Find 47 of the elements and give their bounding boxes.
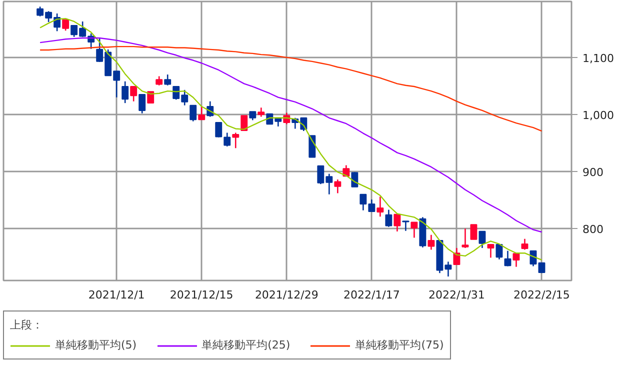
line-series	[39, 37, 542, 233]
candlestick	[428, 234, 435, 250]
candlestick	[198, 106, 206, 120]
candlestick	[156, 76, 163, 86]
candlestick	[453, 247, 460, 266]
candlestick	[62, 19, 70, 32]
candlestick	[224, 132, 231, 148]
y-tick-label: 1,000	[582, 108, 614, 122]
candlestick	[376, 196, 384, 218]
candlestick	[351, 171, 358, 188]
candlestick	[462, 228, 469, 249]
x-tick-label: 2021/12/1	[88, 288, 145, 302]
candlestick	[521, 238, 528, 250]
candlestick	[240, 115, 248, 131]
legend-title: 上段：	[10, 318, 44, 332]
candlestick	[402, 220, 410, 232]
candlestick	[258, 106, 265, 118]
candlestick	[190, 104, 197, 122]
x-tick-label: 2022/2/15	[514, 288, 570, 302]
candlestick	[122, 80, 129, 104]
legend-label: 単純移動平均(75)	[355, 338, 444, 352]
candlestick	[130, 86, 138, 102]
candlestick	[232, 132, 240, 149]
y-tick-label: 1,100	[582, 52, 614, 65]
candlestick	[410, 222, 418, 238]
candlestick	[138, 94, 146, 114]
candlestick	[470, 224, 478, 240]
x-tick-label: 2022/1/31	[428, 288, 485, 302]
candlestick	[487, 244, 494, 258]
candlestick	[147, 91, 154, 104]
line-series	[39, 46, 542, 132]
y-tick-label: 900	[582, 166, 604, 180]
candlestick	[385, 209, 392, 228]
x-tick-label: 2021/12/15	[170, 288, 234, 302]
candlestick	[164, 74, 172, 86]
candlestick	[496, 244, 503, 260]
y-tick-label: 800	[582, 223, 604, 236]
candlestick	[504, 250, 512, 267]
x-tick-label: 2022/1/17	[343, 288, 400, 302]
candlestick	[334, 178, 342, 194]
candlestick	[512, 253, 520, 268]
candlestick	[215, 122, 222, 138]
legend-label: 単純移動平均(5)	[55, 338, 137, 352]
legend-label: 単純移動平均(25)	[202, 338, 290, 352]
x-tick-label: 2021/12/29	[254, 288, 318, 302]
candlestick	[394, 214, 401, 232]
candlestick	[478, 230, 486, 249]
